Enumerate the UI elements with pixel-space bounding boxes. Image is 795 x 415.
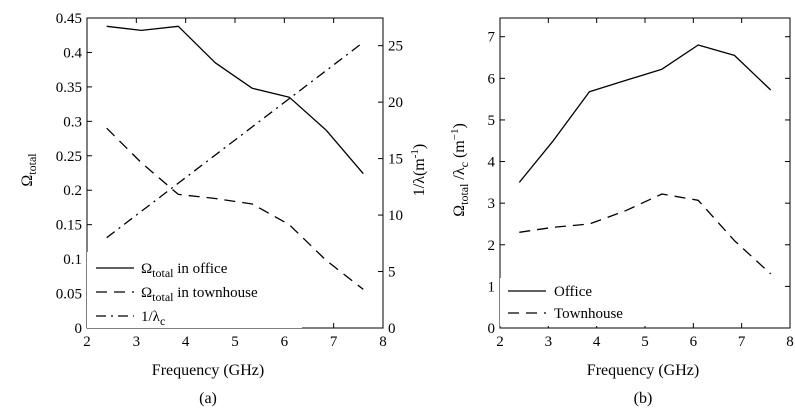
legend-inv-lambda-label: 1/λc — [141, 309, 165, 328]
y-tick-label: 0.2 — [63, 183, 82, 199]
x-tick-label: 2 — [83, 334, 91, 350]
panel-a-xlabel: Frequency (GHz) — [152, 362, 264, 379]
y-tick-label: 6 — [488, 71, 496, 87]
legend-office-label: Ωtotal in office — [141, 261, 228, 280]
y2-tick-label: 20 — [388, 95, 403, 111]
y-tick-label: 0.4 — [63, 45, 82, 61]
x-tick-label: 5 — [231, 334, 239, 350]
panel-a-y2label: 1/λ(m-1) — [409, 144, 428, 196]
panel-b-legend-box — [500, 278, 655, 326]
panel-b-legend: Office Townhouse — [500, 278, 655, 326]
x-tick-label: 8 — [379, 334, 387, 350]
x-tick-label: 5 — [641, 334, 649, 350]
y2-tick-label: 0 — [388, 321, 396, 337]
y-tick-label: 3 — [488, 196, 496, 212]
y2-tick-label: 15 — [388, 152, 403, 168]
panel-b-caption: (b) — [634, 390, 653, 407]
x-tick-label: 6 — [690, 334, 698, 350]
y-tick-label: 2 — [488, 238, 496, 254]
series-line-a-1 — [106, 127, 364, 290]
legend-townhouse-label: Ωtotal in townhouse — [141, 285, 258, 304]
y-tick-label: 0.35 — [56, 80, 82, 96]
y-tick-label: 1 — [488, 279, 496, 295]
panel-a-lines — [106, 25, 364, 290]
legend-b-townhouse-label: Townhouse — [554, 306, 623, 322]
y2-tick-label: 5 — [388, 265, 396, 281]
x-tick-label: 4 — [182, 334, 190, 350]
x-tick-label: 6 — [281, 334, 289, 350]
y-tick-label: 0.05 — [56, 287, 82, 303]
y-tick-label: 0 — [75, 321, 83, 337]
panel-a-legend-box — [87, 252, 302, 328]
panel-a: 2 3 4 5 6 7 800.050.10.150.20.250.30.350.40.45… — [19, 11, 428, 407]
x-tick-label: 3 — [133, 334, 141, 350]
series-line-b-1 — [519, 193, 772, 275]
panel-b-xlabel: Frequency (GHz) — [587, 362, 699, 379]
y-tick-label: 4 — [488, 155, 496, 171]
panel-b-axes: 2 3 4 5 6 7 8 0 1 2 3 4 5 6 7 — [488, 17, 794, 350]
panel-b-lines — [518, 44, 772, 275]
panel-a-ylabel: Ωtotal — [19, 153, 39, 187]
panel-a-legend: Ωtotal in office Ωtotal in townhouse 1/λ… — [87, 252, 302, 328]
panel-b-ylabel: Ωtotal /λc (m−1) — [449, 123, 471, 217]
series-line-a-2 — [106, 41, 364, 239]
x-tick-label: 8 — [786, 334, 794, 350]
series-line-b-0 — [518, 44, 772, 183]
x-tick-label: 3 — [545, 334, 553, 350]
panel-b: 2 3 4 5 6 7 8 0 1 2 3 4 5 6 7 Office Townhouse Frequen… — [449, 17, 794, 407]
x-tick-label: 7 — [738, 334, 746, 350]
panel-a-caption: (a) — [199, 390, 217, 407]
y2-tick-label: 25 — [388, 39, 403, 55]
y-tick-label: 0.25 — [56, 149, 82, 165]
y-tick-label: 0.1 — [63, 252, 82, 268]
y-tick-label: 0.45 — [56, 11, 82, 27]
x-tick-label: 7 — [330, 334, 338, 350]
legend-b-office-label: Office — [554, 284, 592, 300]
y-tick-label: 5 — [488, 113, 496, 129]
series-line-a-0 — [106, 25, 364, 175]
x-tick-label: 4 — [593, 334, 601, 350]
y-tick-label: 0 — [488, 321, 496, 337]
x-tick-label: 2 — [496, 334, 504, 350]
y-tick-label: 0.15 — [56, 218, 82, 234]
y-tick-label: 7 — [488, 30, 496, 46]
y-tick-label: 0.3 — [63, 114, 82, 130]
y2-tick-label: 10 — [388, 208, 403, 224]
